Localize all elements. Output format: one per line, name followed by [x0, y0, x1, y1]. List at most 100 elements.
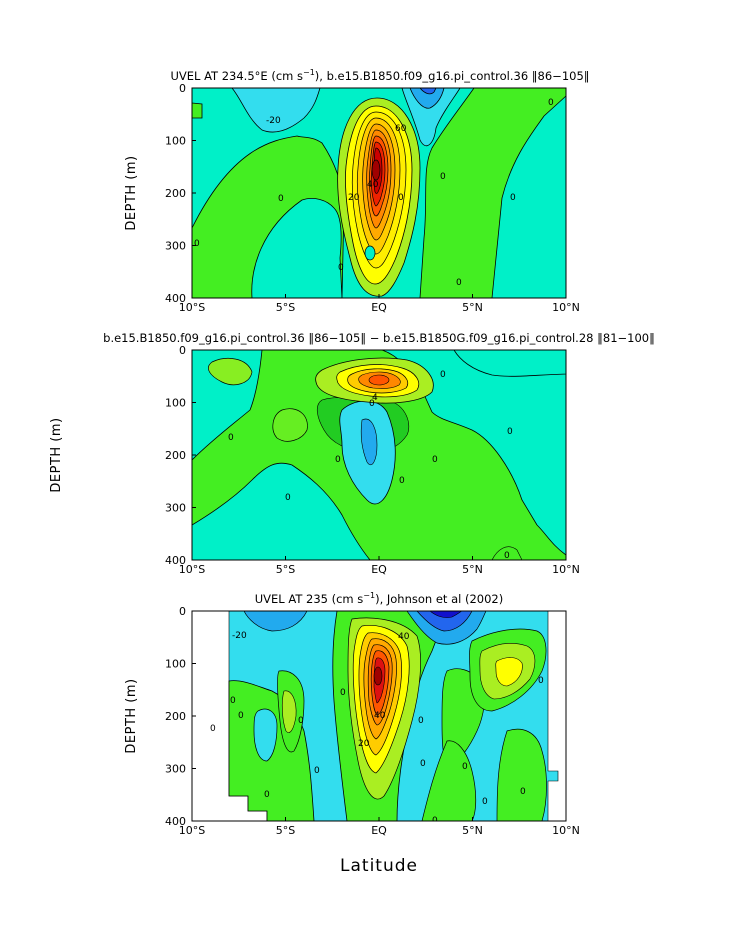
panel-1-contour-neg30-east	[419, 88, 437, 95]
panel-1-label-neg20: -20	[266, 116, 281, 126]
panel-2-contour-0-se	[491, 546, 523, 560]
panel-3-xtick-10s: 10°S	[179, 824, 205, 837]
panel-1-title: UVEL AT 234.5°E (cm s−1), b.e15.B1850.f0…	[170, 68, 589, 83]
panel-3-xtick-10n: 10°N	[552, 824, 580, 837]
panel-1-label-0f: 0	[456, 278, 462, 288]
panel-1-contour-0-nw	[192, 102, 203, 119]
panel-2-title: b.e15.B1850.f09_g16.pi_control.36 ‖86−10…	[103, 331, 655, 345]
panel-1-contour-neg10	[231, 88, 321, 133]
panel-2-label-0e: 0	[399, 476, 405, 486]
panel-3-label-0m: 0	[520, 787, 526, 797]
panel-1-ylabel: DEPTH (m)	[124, 155, 139, 230]
panel-3-label-0g: 0	[340, 688, 346, 698]
panel-2-axes: 10°S 5°S EQ 5°N 10°N 0 100 200 300 400	[165, 344, 580, 576]
panel-1-plot: -20 0 20 40 60 0 0 0 0 0 0 0	[192, 88, 566, 298]
panel-3-xtick-eq: EQ	[371, 824, 387, 837]
panel-2-label-0f: 0	[432, 455, 438, 465]
panel-2-label-0h: 0	[507, 427, 513, 437]
panel-2-label-0i: 0	[504, 551, 510, 561]
panel-1-label-0c: 0	[338, 263, 344, 273]
panel-3-xtick-5s: 5°S	[276, 824, 295, 837]
panel-3-contour-neg10-west	[243, 611, 308, 632]
panel-3-label-0l: 0	[538, 676, 544, 686]
panel-3-contour-neg30	[416, 611, 473, 632]
panel-1-label-0e: 0	[440, 172, 446, 182]
panel-3-contour-neg40	[429, 611, 463, 618]
panel-1-ytick-400: 400	[165, 292, 186, 305]
panel-3-ytick-200: 200	[165, 710, 186, 723]
panel-3-ylabel: DEPTH (m)	[124, 678, 139, 753]
panel-1-contour-neg20-east	[409, 88, 445, 109]
panel-2-ylabel: DEPTH (m)	[49, 417, 64, 492]
panel-1-label-0d: 0	[398, 193, 404, 203]
panel-3-contour-80	[373, 666, 383, 686]
panel-3-label-0b: 0	[210, 724, 216, 734]
panel-2-label-0a: 0	[228, 433, 234, 443]
panel-2-label-0d: 0	[369, 399, 375, 409]
panel-2-xtick-eq: EQ	[371, 563, 387, 576]
panel-1-ytick-200: 200	[165, 187, 186, 200]
panel-1-contour-0-west	[192, 135, 345, 298]
panel-1-xtick-10s: 10°S	[179, 301, 205, 314]
panel-3-label-0c: 0	[238, 711, 244, 721]
panel-1-label-0h: 0	[548, 98, 554, 108]
panel-1-contour-100	[371, 159, 381, 181]
panel-1-label-40: 40	[367, 180, 379, 190]
panel-3-ytick-100: 100	[165, 658, 186, 671]
panel-2-label-0g: 0	[440, 370, 446, 380]
panel-2-ytick-0: 0	[179, 344, 186, 357]
panel-1-axes: 10°S 5°S EQ 5°N 10°N 0 100 200 300 400	[165, 82, 580, 314]
panel-3-axes: 10°S 5°S EQ 5°N 10°N 0 100 200 300 400	[165, 605, 580, 837]
panel-1-island	[364, 245, 376, 261]
panel-2-contour-2-west	[272, 408, 308, 442]
panel-3-ytick-300: 300	[165, 763, 186, 776]
panel-2: b.e15.B1850.f09_g16.pi_control.36 ‖86−10…	[49, 331, 655, 576]
panel-2-contour-neg4	[360, 418, 378, 466]
panel-2-xtick-10s: 10°S	[179, 563, 205, 576]
panel-1: UVEL AT 234.5°E (cm s−1), b.e15.B1850.f0…	[124, 68, 590, 314]
panel-2-ytick-300: 300	[165, 502, 186, 515]
panel-2-xtick-10n: 10°N	[552, 563, 580, 576]
panel-2-plot: 4 0 0 0 0 0 0 0 0 0	[192, 350, 566, 561]
panel-3-title: UVEL AT 235 (cm s−1), Johnson et al (200…	[255, 591, 503, 606]
panel-3-xtick-5n: 5°N	[462, 824, 483, 837]
panel-1-xtick-5s: 5°S	[276, 301, 295, 314]
panel-3-label-0e: 0	[298, 716, 304, 726]
panel-1-label-0b: 0	[278, 194, 284, 204]
panel-2-ytick-400: 400	[165, 554, 186, 567]
panel-3-label-0n: 0	[462, 762, 468, 772]
panel-3-ytick-0: 0	[179, 605, 186, 618]
panel-3-label-40a: 40	[374, 711, 386, 721]
panel-3-label-0h: 0	[418, 716, 424, 726]
x-axis-label: Latitude	[340, 856, 418, 876]
panel-1-contour-neg10-east	[401, 88, 461, 147]
panel-3-contour-0-se	[421, 740, 477, 821]
panel-3-ytick-400: 400	[165, 815, 186, 828]
panel-1-ytick-300: 300	[165, 240, 186, 253]
panel-1-ytick-100: 100	[165, 135, 186, 148]
panel-1-ytick-0: 0	[179, 82, 186, 95]
panel-1-contour-0-east	[419, 88, 566, 298]
panel-3-plot: -20 0 20 40 40 0 0 0 0 0 0 0 0 0 0 0 0 0	[192, 611, 566, 826]
panel-3-label-0k: 0	[482, 797, 488, 807]
panel-1-label-0g: 0	[510, 193, 516, 203]
panel-3-label-0j: 0	[432, 816, 438, 826]
panel-1-label-60: 60	[395, 124, 407, 134]
panel-1-xtick-5n: 5°N	[462, 301, 483, 314]
panel-2-contour-0-ne	[453, 350, 566, 377]
panel-2-xtick-5s: 5°S	[276, 563, 295, 576]
panel-3-contour-20-ne	[495, 657, 523, 687]
panel-1-label-20: 20	[348, 193, 360, 203]
panel-3-contour-neg-island-w	[253, 708, 278, 762]
panel-2-ytick-200: 200	[165, 449, 186, 462]
panel-3-contour-0-far-se	[496, 728, 547, 821]
panel-2-contour-2-nw	[208, 358, 253, 386]
panel-3: UVEL AT 235 (cm s−1), Johnson et al (200…	[124, 591, 580, 837]
panel-3-label-0d: 0	[264, 790, 270, 800]
panel-3-label-0a: 0	[230, 696, 236, 706]
panel-3-label-40b: 40	[398, 632, 410, 642]
panel-3-label-20: 20	[358, 739, 370, 749]
panel-3-label-neg20: -20	[232, 631, 247, 641]
panel-2-ytick-100: 100	[165, 397, 186, 410]
